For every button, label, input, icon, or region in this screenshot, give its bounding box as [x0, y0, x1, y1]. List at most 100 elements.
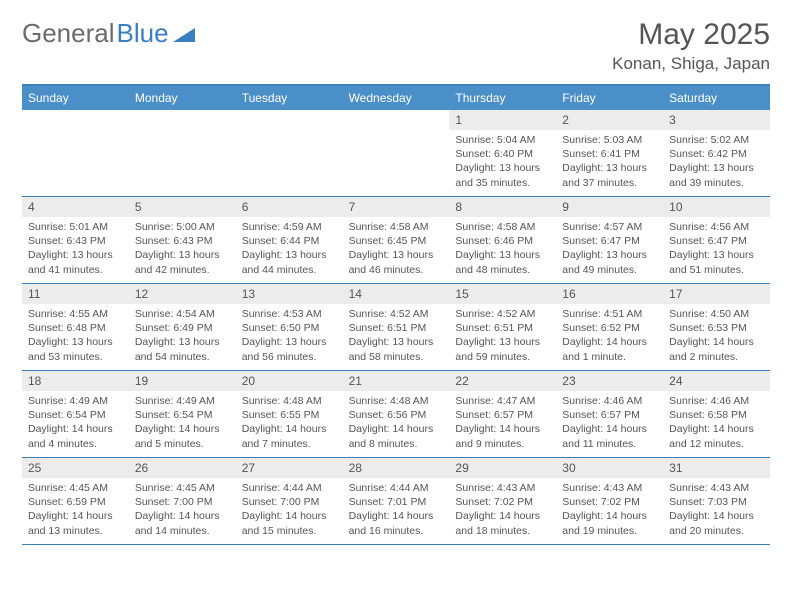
- day-info: Sunrise: 4:58 AMSunset: 6:45 PMDaylight:…: [343, 217, 450, 281]
- day-number: 14: [343, 284, 450, 304]
- day-info: Sunrise: 4:43 AMSunset: 7:02 PMDaylight:…: [449, 478, 556, 542]
- day-info: Sunrise: 4:44 AMSunset: 7:00 PMDaylight:…: [236, 478, 343, 542]
- day-number: 29: [449, 458, 556, 478]
- weekday-header: Saturday: [663, 86, 770, 110]
- day-number: 1: [449, 110, 556, 130]
- day-number: 6: [236, 197, 343, 217]
- day-cell: 24Sunrise: 4:46 AMSunset: 6:58 PMDayligh…: [663, 371, 770, 457]
- day-number: 19: [129, 371, 236, 391]
- day-info: Sunrise: 5:01 AMSunset: 6:43 PMDaylight:…: [22, 217, 129, 281]
- day-info: Sunrise: 4:46 AMSunset: 6:57 PMDaylight:…: [556, 391, 663, 455]
- day-info: Sunrise: 4:49 AMSunset: 6:54 PMDaylight:…: [22, 391, 129, 455]
- day-cell: 14Sunrise: 4:52 AMSunset: 6:51 PMDayligh…: [343, 284, 450, 370]
- day-info: Sunrise: 4:53 AMSunset: 6:50 PMDaylight:…: [236, 304, 343, 368]
- day-number: 2: [556, 110, 663, 130]
- month-title: May 2025: [612, 18, 770, 52]
- day-info: Sunrise: 4:48 AMSunset: 6:56 PMDaylight:…: [343, 391, 450, 455]
- day-number: 8: [449, 197, 556, 217]
- logo-text-gray: General: [22, 18, 115, 49]
- day-number: 26: [129, 458, 236, 478]
- day-info: Sunrise: 4:52 AMSunset: 6:51 PMDaylight:…: [343, 304, 450, 368]
- calendar: SundayMondayTuesdayWednesdayThursdayFrid…: [22, 84, 770, 545]
- day-cell: 16Sunrise: 4:51 AMSunset: 6:52 PMDayligh…: [556, 284, 663, 370]
- day-number: 7: [343, 197, 450, 217]
- day-info: Sunrise: 4:51 AMSunset: 6:52 PMDaylight:…: [556, 304, 663, 368]
- day-cell: 3Sunrise: 5:02 AMSunset: 6:42 PMDaylight…: [663, 110, 770, 196]
- week-row: 25Sunrise: 4:45 AMSunset: 6:59 PMDayligh…: [22, 458, 770, 545]
- day-info: Sunrise: 5:03 AMSunset: 6:41 PMDaylight:…: [556, 130, 663, 194]
- day-cell: 6Sunrise: 4:59 AMSunset: 6:44 PMDaylight…: [236, 197, 343, 283]
- day-info: Sunrise: 4:49 AMSunset: 6:54 PMDaylight:…: [129, 391, 236, 455]
- day-cell: 2Sunrise: 5:03 AMSunset: 6:41 PMDaylight…: [556, 110, 663, 196]
- day-number: 16: [556, 284, 663, 304]
- day-info: Sunrise: 4:48 AMSunset: 6:55 PMDaylight:…: [236, 391, 343, 455]
- day-cell: 23Sunrise: 4:46 AMSunset: 6:57 PMDayligh…: [556, 371, 663, 457]
- logo: GeneralBlue: [22, 18, 195, 49]
- day-info: Sunrise: 4:47 AMSunset: 6:57 PMDaylight:…: [449, 391, 556, 455]
- day-number: 17: [663, 284, 770, 304]
- day-number: 15: [449, 284, 556, 304]
- day-info: Sunrise: 4:43 AMSunset: 7:02 PMDaylight:…: [556, 478, 663, 542]
- day-cell: [343, 110, 450, 196]
- day-number: 3: [663, 110, 770, 130]
- week-row: 1Sunrise: 5:04 AMSunset: 6:40 PMDaylight…: [22, 110, 770, 197]
- day-cell: 20Sunrise: 4:48 AMSunset: 6:55 PMDayligh…: [236, 371, 343, 457]
- day-number: 24: [663, 371, 770, 391]
- day-cell: 15Sunrise: 4:52 AMSunset: 6:51 PMDayligh…: [449, 284, 556, 370]
- day-number: 31: [663, 458, 770, 478]
- day-number: 27: [236, 458, 343, 478]
- day-cell: [129, 110, 236, 196]
- day-number: 12: [129, 284, 236, 304]
- day-info: Sunrise: 4:50 AMSunset: 6:53 PMDaylight:…: [663, 304, 770, 368]
- day-info: Sunrise: 4:45 AMSunset: 6:59 PMDaylight:…: [22, 478, 129, 542]
- day-info: Sunrise: 4:45 AMSunset: 7:00 PMDaylight:…: [129, 478, 236, 542]
- weekday-header: Thursday: [449, 86, 556, 110]
- day-info: Sunrise: 4:59 AMSunset: 6:44 PMDaylight:…: [236, 217, 343, 281]
- weeks-container: 1Sunrise: 5:04 AMSunset: 6:40 PMDaylight…: [22, 110, 770, 545]
- day-cell: 29Sunrise: 4:43 AMSunset: 7:02 PMDayligh…: [449, 458, 556, 544]
- day-cell: 31Sunrise: 4:43 AMSunset: 7:03 PMDayligh…: [663, 458, 770, 544]
- day-cell: 22Sunrise: 4:47 AMSunset: 6:57 PMDayligh…: [449, 371, 556, 457]
- day-number: 11: [22, 284, 129, 304]
- day-number: 20: [236, 371, 343, 391]
- day-number: 4: [22, 197, 129, 217]
- day-cell: 30Sunrise: 4:43 AMSunset: 7:02 PMDayligh…: [556, 458, 663, 544]
- day-number: 13: [236, 284, 343, 304]
- day-number: 5: [129, 197, 236, 217]
- logo-text-blue: Blue: [117, 18, 169, 49]
- day-cell: 12Sunrise: 4:54 AMSunset: 6:49 PMDayligh…: [129, 284, 236, 370]
- day-info: Sunrise: 4:46 AMSunset: 6:58 PMDaylight:…: [663, 391, 770, 455]
- day-number: 28: [343, 458, 450, 478]
- day-info: Sunrise: 4:43 AMSunset: 7:03 PMDaylight:…: [663, 478, 770, 542]
- day-number: 25: [22, 458, 129, 478]
- weekday-header: Monday: [129, 86, 236, 110]
- day-cell: 7Sunrise: 4:58 AMSunset: 6:45 PMDaylight…: [343, 197, 450, 283]
- day-number: 10: [663, 197, 770, 217]
- day-cell: 28Sunrise: 4:44 AMSunset: 7:01 PMDayligh…: [343, 458, 450, 544]
- weekday-header: Tuesday: [236, 86, 343, 110]
- week-row: 11Sunrise: 4:55 AMSunset: 6:48 PMDayligh…: [22, 284, 770, 371]
- day-cell: 11Sunrise: 4:55 AMSunset: 6:48 PMDayligh…: [22, 284, 129, 370]
- day-number: 18: [22, 371, 129, 391]
- day-cell: 5Sunrise: 5:00 AMSunset: 6:43 PMDaylight…: [129, 197, 236, 283]
- day-info: Sunrise: 4:54 AMSunset: 6:49 PMDaylight:…: [129, 304, 236, 368]
- weekday-header: Sunday: [22, 86, 129, 110]
- weekday-header: Friday: [556, 86, 663, 110]
- day-info: Sunrise: 5:04 AMSunset: 6:40 PMDaylight:…: [449, 130, 556, 194]
- day-cell: 9Sunrise: 4:57 AMSunset: 6:47 PMDaylight…: [556, 197, 663, 283]
- day-cell: 18Sunrise: 4:49 AMSunset: 6:54 PMDayligh…: [22, 371, 129, 457]
- day-cell: 13Sunrise: 4:53 AMSunset: 6:50 PMDayligh…: [236, 284, 343, 370]
- day-cell: 19Sunrise: 4:49 AMSunset: 6:54 PMDayligh…: [129, 371, 236, 457]
- day-info: Sunrise: 5:00 AMSunset: 6:43 PMDaylight:…: [129, 217, 236, 281]
- weekday-header: Wednesday: [343, 86, 450, 110]
- day-cell: [22, 110, 129, 196]
- day-number: 9: [556, 197, 663, 217]
- day-cell: 8Sunrise: 4:58 AMSunset: 6:46 PMDaylight…: [449, 197, 556, 283]
- location-text: Konan, Shiga, Japan: [612, 54, 770, 74]
- day-cell: 27Sunrise: 4:44 AMSunset: 7:00 PMDayligh…: [236, 458, 343, 544]
- day-cell: 21Sunrise: 4:48 AMSunset: 6:56 PMDayligh…: [343, 371, 450, 457]
- week-row: 18Sunrise: 4:49 AMSunset: 6:54 PMDayligh…: [22, 371, 770, 458]
- day-info: Sunrise: 4:55 AMSunset: 6:48 PMDaylight:…: [22, 304, 129, 368]
- day-info: Sunrise: 4:52 AMSunset: 6:51 PMDaylight:…: [449, 304, 556, 368]
- day-info: Sunrise: 4:56 AMSunset: 6:47 PMDaylight:…: [663, 217, 770, 281]
